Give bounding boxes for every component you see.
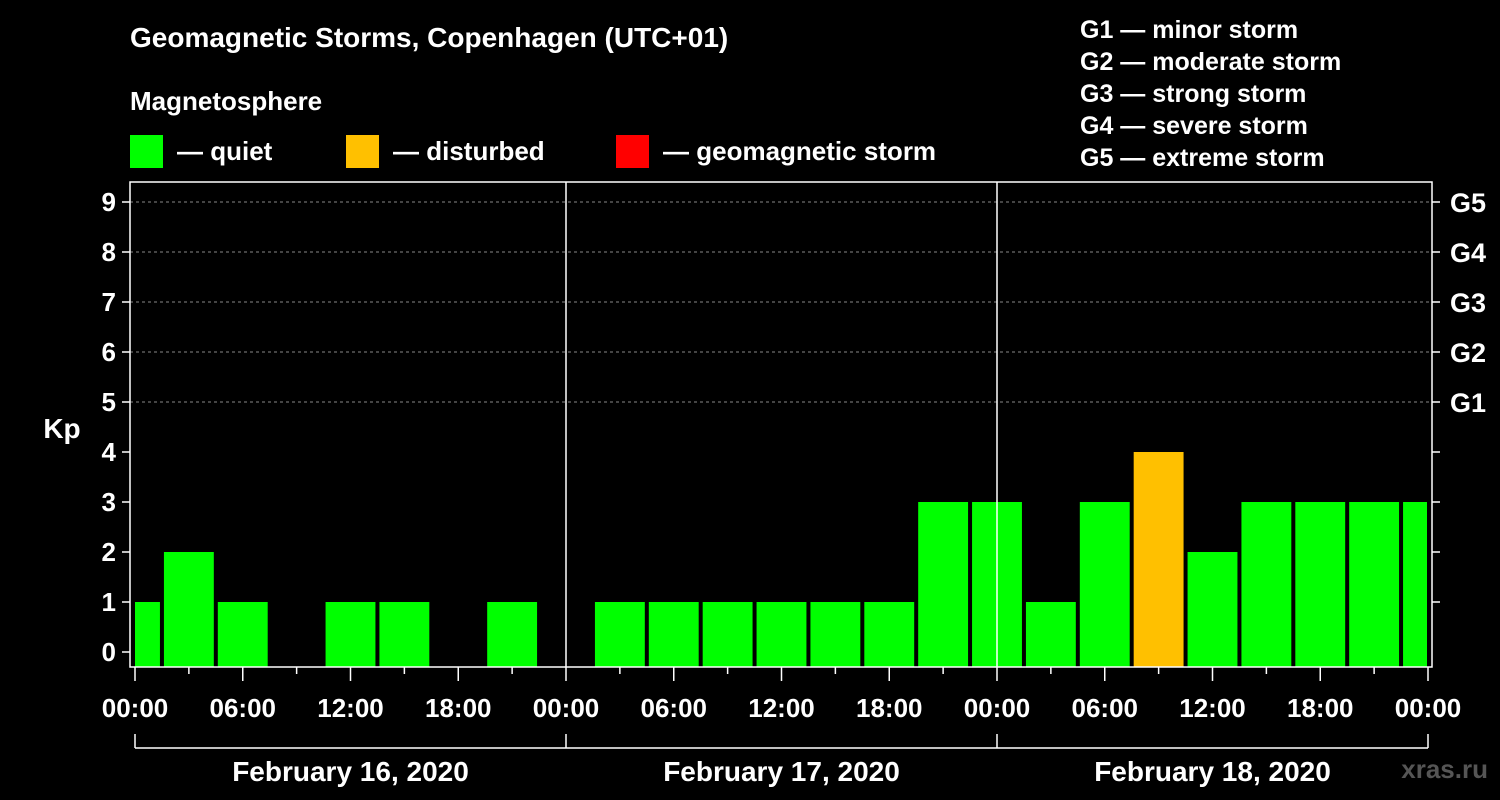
x-tick-label-0: 00:00 <box>102 693 169 723</box>
bar-24 <box>1403 502 1427 667</box>
y-tick-label-8: 8 <box>102 237 116 267</box>
right-tick-label-G2: G2 <box>1450 338 1486 368</box>
legend-label-quiet: — quiet <box>177 135 273 166</box>
x-tick-label-2: 12:00 <box>317 693 384 723</box>
x-tick-label-10: 12:00 <box>1179 693 1246 723</box>
watermark: xras.ru <box>1401 754 1488 784</box>
grid-lines <box>130 201 1432 403</box>
legend-quiet: — quiet <box>130 134 272 168</box>
bar-12 <box>756 602 807 667</box>
x-tick-label-11: 18:00 <box>1287 693 1354 723</box>
axes: 0 1 2 3 4 5 6 7 8 9 G1 G2 G3 G4 G5 00:00 06:00 12:00 18:00… <box>102 181 1486 787</box>
bar-10 <box>648 602 699 667</box>
legend-disturbed: — disturbed <box>346 134 545 168</box>
x-tick-label-5: 06:00 <box>641 693 708 723</box>
storm-scale-list: G1 — minor storm G2 — moderate storm G3 … <box>1080 14 1341 174</box>
right-tick-label-G4: G4 <box>1450 238 1486 268</box>
bar-21 <box>1241 502 1292 667</box>
y-tick-label-2: 2 <box>102 537 116 567</box>
bar-20 <box>1187 552 1238 667</box>
bar-19 <box>1133 452 1184 667</box>
legend-storm: — geomagnetic storm <box>616 134 936 168</box>
bar-0 <box>135 602 160 667</box>
bar-23 <box>1349 502 1400 667</box>
bars <box>135 452 1427 667</box>
legend-swatch-storm <box>616 134 649 168</box>
x-tick-label-7: 18:00 <box>856 693 923 723</box>
y-tick-label-6: 6 <box>102 337 116 367</box>
storm-scale-g2: G2 — moderate storm <box>1080 48 1342 76</box>
right-tick-label-G3: G3 <box>1450 288 1486 318</box>
bar-14 <box>864 602 915 667</box>
legend-swatch-quiet <box>130 134 163 168</box>
right-tick-label-G5: G5 <box>1450 188 1486 218</box>
bar-17 <box>1025 602 1076 667</box>
storm-scale-g5: G5 — extreme storm <box>1080 144 1325 172</box>
bar-18 <box>1079 502 1130 667</box>
x-tick-label-9: 06:00 <box>1072 693 1139 723</box>
y-tick-label-4: 4 <box>102 437 117 467</box>
x-tick-label-3: 18:00 <box>425 693 492 723</box>
storm-scale-g4: G4 — severe storm <box>1080 112 1308 140</box>
date-label-1: February 17, 2020 <box>663 756 900 787</box>
x-tick-label-12: 00:00 <box>1395 693 1462 723</box>
x-tick-label-8: 00:00 <box>964 693 1031 723</box>
bar-11 <box>702 602 753 667</box>
bar-1 <box>163 552 214 667</box>
bar-2 <box>217 602 268 667</box>
right-tick-label-G1: G1 <box>1450 388 1486 418</box>
y-tick-label-3: 3 <box>102 487 116 517</box>
y-tick-label-0: 0 <box>102 637 116 667</box>
bar-5 <box>379 602 430 667</box>
bar-9 <box>594 602 645 667</box>
y-tick-label-5: 5 <box>102 387 116 417</box>
legend-label-disturbed: — disturbed <box>393 135 545 166</box>
legend-swatch-disturbed <box>346 134 379 168</box>
bar-13 <box>810 602 861 667</box>
x-tick-label-4: 00:00 <box>533 693 600 723</box>
x-tick-label-1: 06:00 <box>210 693 277 723</box>
date-label-0: February 16, 2020 <box>232 756 469 787</box>
y-axis-label: Kp <box>43 413 80 444</box>
bar-15 <box>918 502 969 667</box>
legend-label-storm: — geomagnetic storm <box>663 135 937 166</box>
storm-scale-g1: G1 — minor storm <box>1080 16 1299 44</box>
bar-4 <box>325 602 376 667</box>
x-tick-label-6: 12:00 <box>748 693 815 723</box>
chart-title: Geomagnetic Storms, Copenhagen (UTC+01) <box>130 22 729 53</box>
date-label-2: February 18, 2020 <box>1094 756 1331 787</box>
chart-subtitle: Magnetosphere <box>130 86 323 116</box>
y-tick-label-1: 1 <box>102 587 116 617</box>
storm-scale-g3: G3 — strong storm <box>1080 80 1307 108</box>
y-tick-label-9: 9 <box>102 187 116 217</box>
bar-7 <box>487 602 538 667</box>
bar-22 <box>1295 502 1346 667</box>
y-tick-label-7: 7 <box>102 287 116 317</box>
